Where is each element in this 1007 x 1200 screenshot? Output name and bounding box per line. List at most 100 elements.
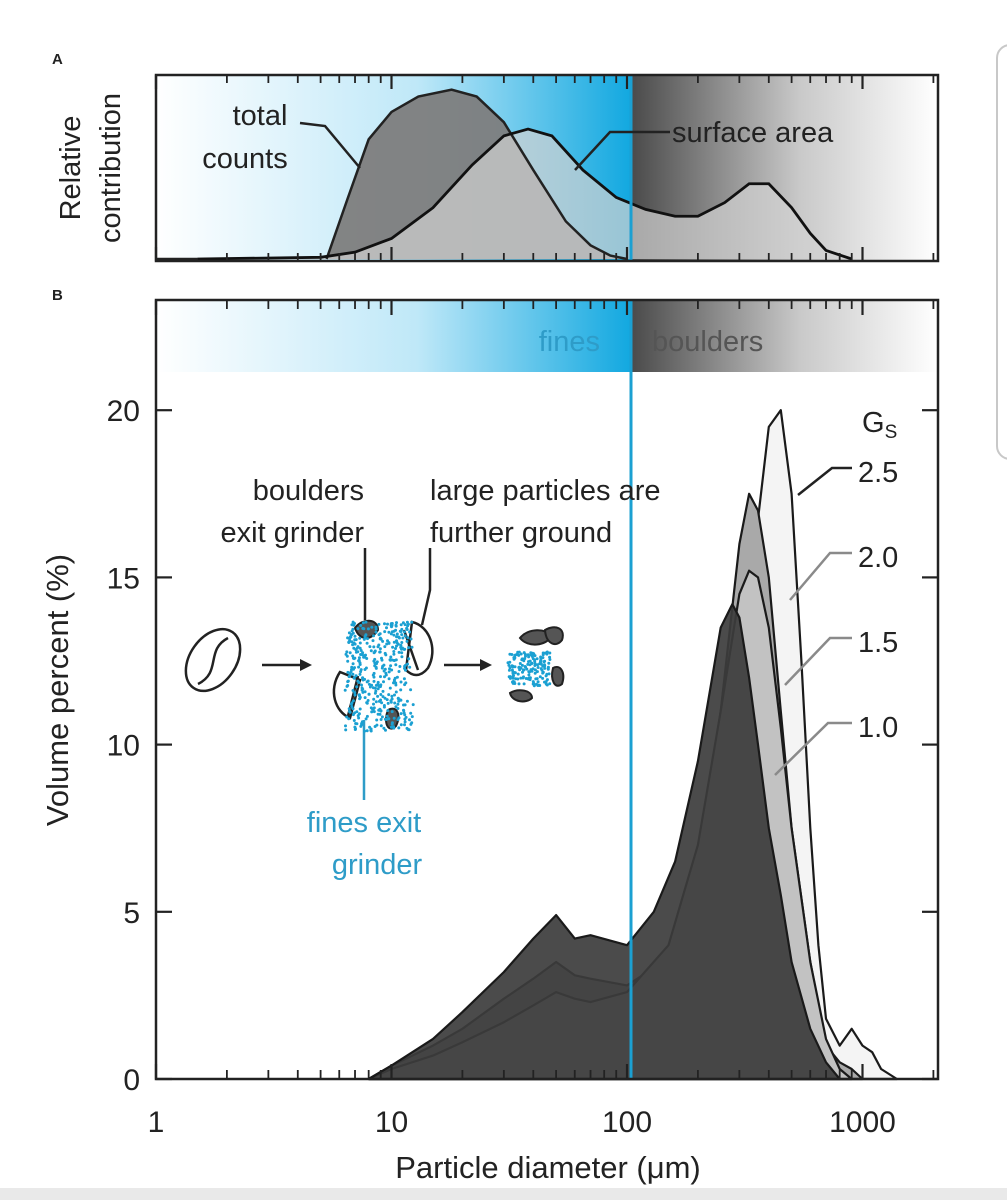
fine-particle — [510, 664, 514, 668]
fine-particle — [364, 620, 368, 624]
fine-particle — [399, 645, 403, 649]
fine-particle — [392, 633, 396, 637]
legend-leader-1-5 — [784, 636, 852, 686]
fine-particle — [539, 655, 543, 659]
panel-b-fines-band — [156, 300, 631, 372]
fine-particle — [376, 687, 380, 691]
fine-particle — [399, 623, 403, 627]
fine-particle — [347, 675, 351, 679]
fine-particle — [371, 707, 374, 711]
fine-particle — [379, 698, 383, 702]
total-counts-label-line1: total — [233, 100, 288, 132]
fine-particle — [403, 683, 407, 687]
fine-particle — [353, 691, 357, 695]
fine-particle — [357, 665, 361, 669]
fine-particle — [382, 663, 386, 667]
fine-particle — [399, 688, 403, 692]
fine-particle — [370, 710, 374, 714]
fine-particle — [378, 650, 382, 654]
fine-particle — [397, 650, 401, 654]
fine-particle — [542, 660, 546, 664]
legend-title-subscript: S — [885, 422, 898, 443]
fine-particle — [390, 721, 394, 725]
fine-particle — [373, 661, 377, 665]
fine-particle — [545, 650, 549, 654]
fine-particle — [346, 636, 350, 640]
fine-particle — [396, 702, 400, 706]
fine-particle — [394, 663, 398, 667]
fine-particle — [372, 675, 376, 679]
surface-area-leader — [574, 130, 670, 171]
fine-particle — [386, 701, 390, 705]
fine-particle — [380, 666, 384, 670]
fine-particle — [379, 709, 383, 713]
fine-particle — [409, 711, 413, 715]
fine-particle — [403, 717, 407, 721]
legend-label-2-0: 2.0 — [858, 542, 898, 574]
fine-particle — [548, 658, 552, 661]
fine-particle — [353, 634, 357, 638]
fine-particle — [381, 639, 385, 643]
fine-particle — [517, 665, 521, 669]
fine-particle — [510, 653, 514, 656]
fine-particle — [387, 693, 391, 697]
fine-particle — [545, 672, 549, 676]
fine-particle — [368, 685, 372, 689]
fine-particle — [527, 676, 531, 680]
panel-b-frame — [154, 298, 940, 1081]
fine-particle — [359, 624, 363, 627]
legend-label-1-0: 1.0 — [858, 712, 898, 744]
fine-particle — [372, 697, 376, 701]
surface-area-curve — [197, 127, 853, 261]
fine-particle — [535, 657, 539, 661]
fine-particle — [346, 670, 350, 674]
fine-particle — [536, 666, 540, 669]
fine-particle — [358, 636, 362, 640]
fine-particle — [361, 678, 365, 682]
total-counts-label-line2: counts — [202, 143, 287, 175]
fine-particle — [372, 671, 376, 675]
fine-particle — [358, 672, 362, 676]
fine-particle — [345, 715, 349, 719]
fine-particle — [389, 664, 393, 668]
fine-particle — [403, 634, 407, 638]
fine-particle — [397, 670, 401, 673]
further-ground-label-line2: further ground — [430, 517, 612, 549]
legend-title: GS — [862, 407, 897, 443]
panel-b: fines boulders 1 10 100 1000 0 5 10 15 20 Volume… — [40, 298, 940, 1185]
fine-particle — [372, 702, 375, 706]
fine-particle — [392, 640, 396, 644]
fine-particle — [357, 659, 361, 663]
fine-particle — [379, 718, 383, 721]
fine-particle — [384, 728, 387, 732]
fine-particle — [367, 692, 371, 696]
fine-particle — [352, 657, 356, 661]
fine-particle — [394, 647, 397, 650]
fine-particle — [346, 684, 350, 687]
boulders-exit-label-line2: exit grinder — [221, 517, 365, 549]
fine-particle — [374, 683, 378, 687]
fine-particle — [393, 701, 397, 705]
panel-b-series — [367, 409, 898, 1081]
fine-particle — [396, 707, 400, 710]
fine-particle — [536, 680, 540, 684]
fine-particle — [536, 663, 540, 667]
fine-particle — [368, 645, 372, 649]
fine-particle — [507, 668, 511, 672]
fine-particle — [511, 676, 515, 680]
fine-particle — [403, 664, 407, 668]
fine-particle — [390, 668, 394, 672]
fine-particle — [385, 626, 388, 630]
fine-particle — [358, 707, 362, 711]
fine-particle — [533, 658, 537, 662]
fine-particle — [511, 681, 515, 685]
fine-particle — [360, 683, 363, 687]
fine-particle — [380, 715, 384, 719]
fine-particle — [351, 713, 355, 717]
fine-particle — [392, 716, 396, 720]
fine-particle — [357, 712, 361, 716]
fine-particle — [548, 682, 552, 686]
fine-particle — [400, 641, 404, 644]
fine-particle — [354, 638, 358, 642]
legend-leader-2-0 — [789, 551, 852, 601]
